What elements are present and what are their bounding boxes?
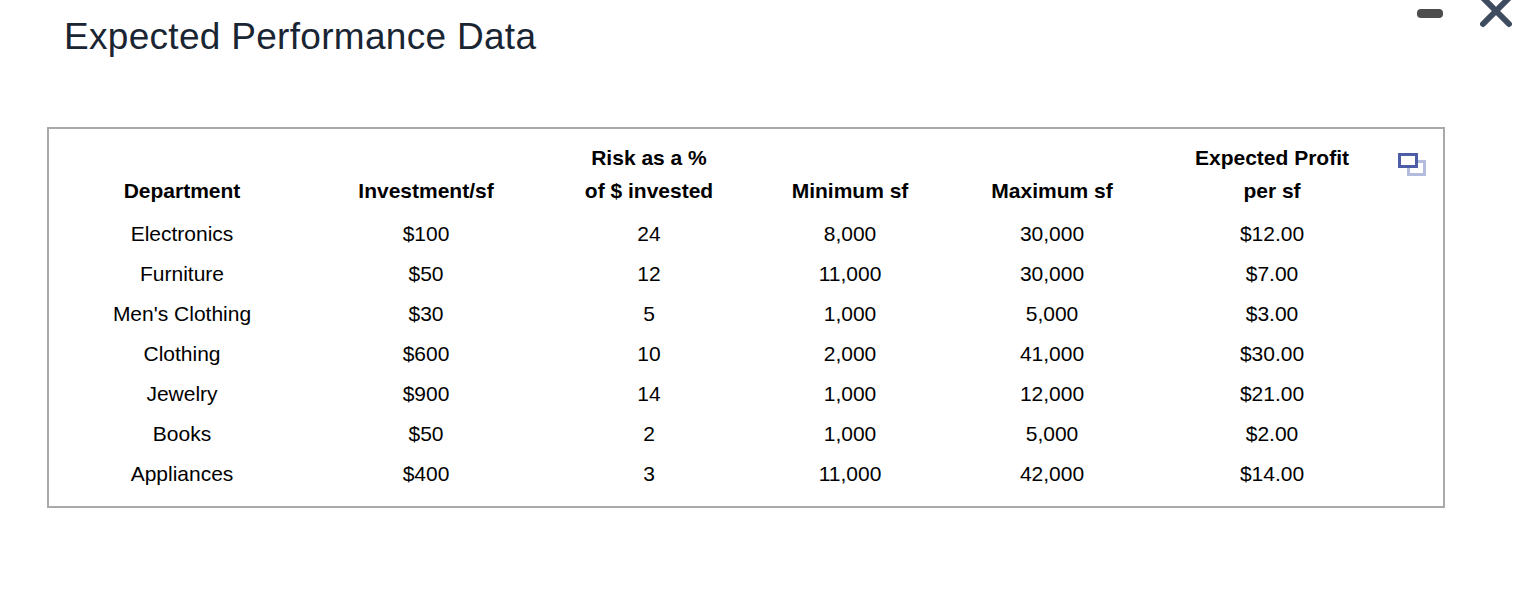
cell-risk: 5 — [537, 294, 761, 334]
cell-minimum-sf: 1,000 — [761, 414, 939, 454]
cell-department: Jewelry — [49, 374, 315, 414]
header-row: Department Investment/sf Risk as a % of … — [49, 141, 1379, 214]
table-row: Books $50 2 1,000 5,000 $2.00 — [49, 414, 1379, 454]
cell-risk: 10 — [537, 334, 761, 374]
header-line-bottom: Department — [124, 179, 241, 202]
cell-minimum-sf: 1,000 — [761, 374, 939, 414]
cell-profit: $2.00 — [1165, 414, 1379, 454]
cell-profit: $12.00 — [1165, 214, 1379, 254]
window: Expected Performance Data Dep — [0, 0, 1516, 604]
copy-button[interactable] — [1397, 151, 1428, 181]
header-line-bottom: per sf — [1243, 179, 1300, 202]
cell-profit: $14.00 — [1165, 454, 1379, 494]
cell-department: Appliances — [49, 454, 315, 494]
table-row: Electronics $100 24 8,000 30,000 $12.00 — [49, 214, 1379, 254]
close-button[interactable] — [1477, 0, 1515, 30]
cell-investment: $900 — [315, 374, 537, 414]
cell-minimum-sf: 1,000 — [761, 294, 939, 334]
header-line-bottom: Investment/sf — [358, 179, 493, 202]
cell-department: Men's Clothing — [49, 294, 315, 334]
column-header-maximum-sf: Maximum sf — [939, 141, 1165, 214]
cell-risk: 14 — [537, 374, 761, 414]
cell-investment: $100 — [315, 214, 537, 254]
cell-maximum-sf: 41,000 — [939, 334, 1165, 374]
cell-minimum-sf: 8,000 — [761, 214, 939, 254]
cell-investment: $400 — [315, 454, 537, 494]
table-row: Men's Clothing $30 5 1,000 5,000 $3.00 — [49, 294, 1379, 334]
copy-icon — [1397, 151, 1428, 181]
header-line-bottom: of $ invested — [585, 179, 713, 202]
performance-table: Department Investment/sf Risk as a % of … — [49, 141, 1379, 494]
cell-minimum-sf: 2,000 — [761, 334, 939, 374]
cell-profit: $21.00 — [1165, 374, 1379, 414]
table-row: Appliances $400 3 11,000 42,000 $14.00 — [49, 454, 1379, 494]
cell-risk: 24 — [537, 214, 761, 254]
column-header-expected-profit: Expected Profit per sf — [1165, 141, 1379, 214]
cell-department: Furniture — [49, 254, 315, 294]
cell-investment: $50 — [315, 414, 537, 454]
cell-maximum-sf: 42,000 — [939, 454, 1165, 494]
table-row: Furniture $50 12 11,000 30,000 $7.00 — [49, 254, 1379, 294]
table-row: Clothing $600 10 2,000 41,000 $30.00 — [49, 334, 1379, 374]
data-panel: Department Investment/sf Risk as a % of … — [47, 127, 1445, 508]
page-title: Expected Performance Data — [64, 16, 536, 58]
cell-maximum-sf: 30,000 — [939, 214, 1165, 254]
cell-risk: 3 — [537, 454, 761, 494]
cell-minimum-sf: 11,000 — [761, 454, 939, 494]
cell-profit: $3.00 — [1165, 294, 1379, 334]
minimize-button[interactable] — [1417, 7, 1445, 19]
cell-maximum-sf: 30,000 — [939, 254, 1165, 294]
column-header-minimum-sf: Minimum sf — [761, 141, 939, 214]
cell-investment: $600 — [315, 334, 537, 374]
header-line-bottom: Maximum sf — [991, 179, 1112, 202]
cell-risk: 2 — [537, 414, 761, 454]
cell-investment: $50 — [315, 254, 537, 294]
table-row: Jewelry $900 14 1,000 12,000 $21.00 — [49, 374, 1379, 414]
header-line-top: Expected Profit — [1195, 146, 1349, 169]
column-header-department: Department — [49, 141, 315, 214]
cell-profit: $7.00 — [1165, 254, 1379, 294]
cell-profit: $30.00 — [1165, 334, 1379, 374]
column-header-investment: Investment/sf — [315, 141, 537, 214]
header-line-top: Risk as a % — [591, 146, 707, 169]
minimize-icon — [1417, 9, 1443, 18]
header-line-bottom: Minimum sf — [792, 179, 909, 202]
cell-maximum-sf: 5,000 — [939, 414, 1165, 454]
cell-department: Books — [49, 414, 315, 454]
cell-department: Electronics — [49, 214, 315, 254]
cell-department: Clothing — [49, 334, 315, 374]
cell-maximum-sf: 12,000 — [939, 374, 1165, 414]
cell-maximum-sf: 5,000 — [939, 294, 1165, 334]
column-header-risk: Risk as a % of $ invested — [537, 141, 761, 214]
close-icon — [1477, 0, 1515, 30]
cell-risk: 12 — [537, 254, 761, 294]
cell-investment: $30 — [315, 294, 537, 334]
cell-minimum-sf: 11,000 — [761, 254, 939, 294]
